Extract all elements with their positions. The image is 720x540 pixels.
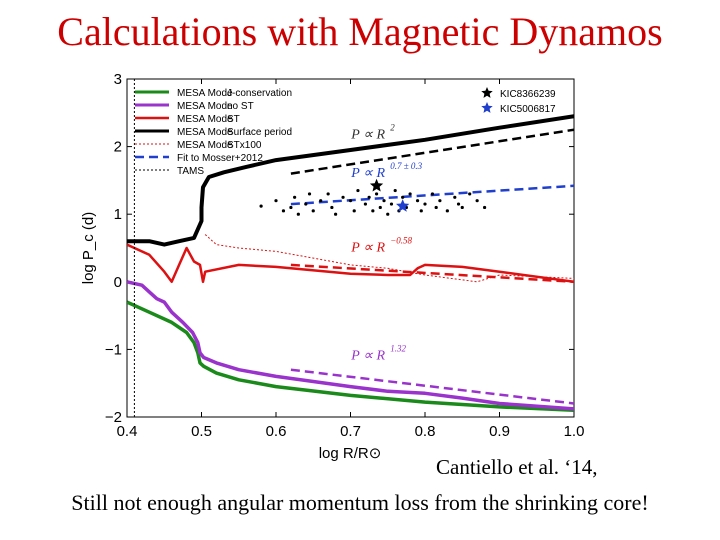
scatter-point <box>438 199 442 203</box>
legend-star-1 <box>481 87 493 98</box>
scatter-point <box>281 209 286 213</box>
scatter-point <box>374 192 379 196</box>
x-axis-label: log R/R⊙ <box>319 445 382 462</box>
series-line-2 <box>127 280 574 411</box>
scatter-point <box>334 212 338 216</box>
legend-name-6: Fit to Mosser+2012 <box>177 153 263 164</box>
scatter-point <box>468 192 472 196</box>
x-tick-label: 0.7 <box>340 423 361 440</box>
citation-text: Cantiello et al. ‘14, <box>436 455 598 479</box>
scatter-point <box>296 212 300 216</box>
scatter-point <box>326 192 330 196</box>
y-tick-label: 2 <box>114 139 122 156</box>
scatter-point <box>434 205 438 210</box>
scatter-point <box>356 188 360 193</box>
x-tick-label: 0.9 <box>489 423 510 440</box>
y-tick-label: 3 <box>114 71 122 88</box>
legend-star-label-1: KIC8366239 <box>500 89 556 100</box>
scatter-point <box>393 188 397 193</box>
series-line-4 <box>127 114 574 247</box>
scatter-point <box>401 195 405 199</box>
scatter-point <box>483 205 487 210</box>
scatter-point <box>293 195 297 199</box>
scatter-point <box>378 205 382 210</box>
series-line-1 <box>127 300 574 412</box>
fit-annotation-1: P ∝ R <box>350 127 385 142</box>
legend-name-1: MESA Mode <box>177 88 233 99</box>
conclusion-text: Still not enough angular momentum loss f… <box>71 490 649 515</box>
x-tick-label: 0.5 <box>191 423 212 440</box>
scatter-point <box>259 204 263 208</box>
fit-annotation-exponent-1: 2 <box>390 122 395 132</box>
scatter-point <box>274 199 278 203</box>
scatter-point <box>367 195 371 199</box>
fit-line-2 <box>290 263 574 284</box>
legend-star-label-2: KIC5006817 <box>500 104 556 115</box>
scatter-point <box>453 195 457 199</box>
fit-annotation-exponent-3: −0.58 <box>390 235 412 245</box>
scatter-point <box>341 195 345 199</box>
scatter-point <box>456 202 461 206</box>
legend-name-3: MESA Mode <box>177 114 233 125</box>
scatter-point <box>363 202 367 206</box>
x-tick-label: 0.4 <box>117 423 138 440</box>
x-tick-label: 0.8 <box>415 423 436 440</box>
fit-annotation-3: P ∝ R <box>350 240 385 255</box>
scatter-point <box>382 199 386 203</box>
y-axis-label: log P_c (d) <box>80 212 97 285</box>
legend-label-1: J-conservation <box>227 88 292 99</box>
scatter-point <box>475 199 479 203</box>
x-tick-label: 1.0 <box>564 423 585 440</box>
fit-annotation-4: P ∝ R <box>350 349 385 364</box>
slide-title: Calculations with Magnetic Dynamos <box>57 9 663 54</box>
y-tick-label: −1 <box>105 341 122 358</box>
legend-star-2 <box>481 102 493 113</box>
scatter-point <box>311 209 315 213</box>
legend-name-7: TAMS <box>177 166 204 177</box>
scatter-point <box>423 202 427 206</box>
scatter-point <box>445 209 449 213</box>
fit-line-1 <box>290 128 574 175</box>
y-tick-label: 0 <box>114 274 122 291</box>
scatter-point <box>330 205 334 210</box>
star-marker-2 <box>396 199 410 212</box>
y-tick-label: 1 <box>114 206 122 223</box>
fit-annotation-exponent-4: 1.32 <box>390 344 406 354</box>
scatter-point <box>352 209 356 213</box>
legend-label-5: STx100 <box>227 140 262 151</box>
scatter-point <box>348 199 353 203</box>
series-line-3 <box>127 243 574 284</box>
x-tick-label: 0.6 <box>266 423 287 440</box>
scatter-point <box>386 212 390 216</box>
scatter-point <box>415 199 420 203</box>
legend-name-4: MESA Mode <box>177 127 233 138</box>
star-marker-1 <box>369 178 384 192</box>
scatter-point <box>307 192 312 196</box>
scatter-point <box>408 192 412 196</box>
scatter-point <box>304 202 308 206</box>
scatter-point <box>289 205 293 210</box>
scatter-point <box>319 199 323 203</box>
scatter-point <box>371 209 375 213</box>
fit-annotation-exponent-2: 0.7 ± 0.3 <box>390 161 422 171</box>
scatter-point <box>430 192 435 196</box>
legend-name-5: MESA Mode <box>177 140 233 151</box>
scatter-point <box>419 209 423 213</box>
scatter-point <box>460 205 464 210</box>
chart-plot-area: 0.4 0.5 0.6 0.7 0.8 0.9 1.0 −2 −1 0 1 2 3 log R/R⊙ log… <box>80 71 584 462</box>
legend-label-4: Surface period <box>227 127 292 138</box>
y-tick-label: −2 <box>105 409 122 426</box>
scatter-point <box>389 202 394 206</box>
legend-label-2: no ST <box>227 101 254 112</box>
legend-name-2: MESA Mode <box>177 101 233 112</box>
fit-annotation-2: P ∝ R <box>350 166 385 181</box>
fit-line-3 <box>290 368 574 405</box>
legend-label-3: ST <box>227 114 240 125</box>
plot-series-group <box>127 79 574 417</box>
